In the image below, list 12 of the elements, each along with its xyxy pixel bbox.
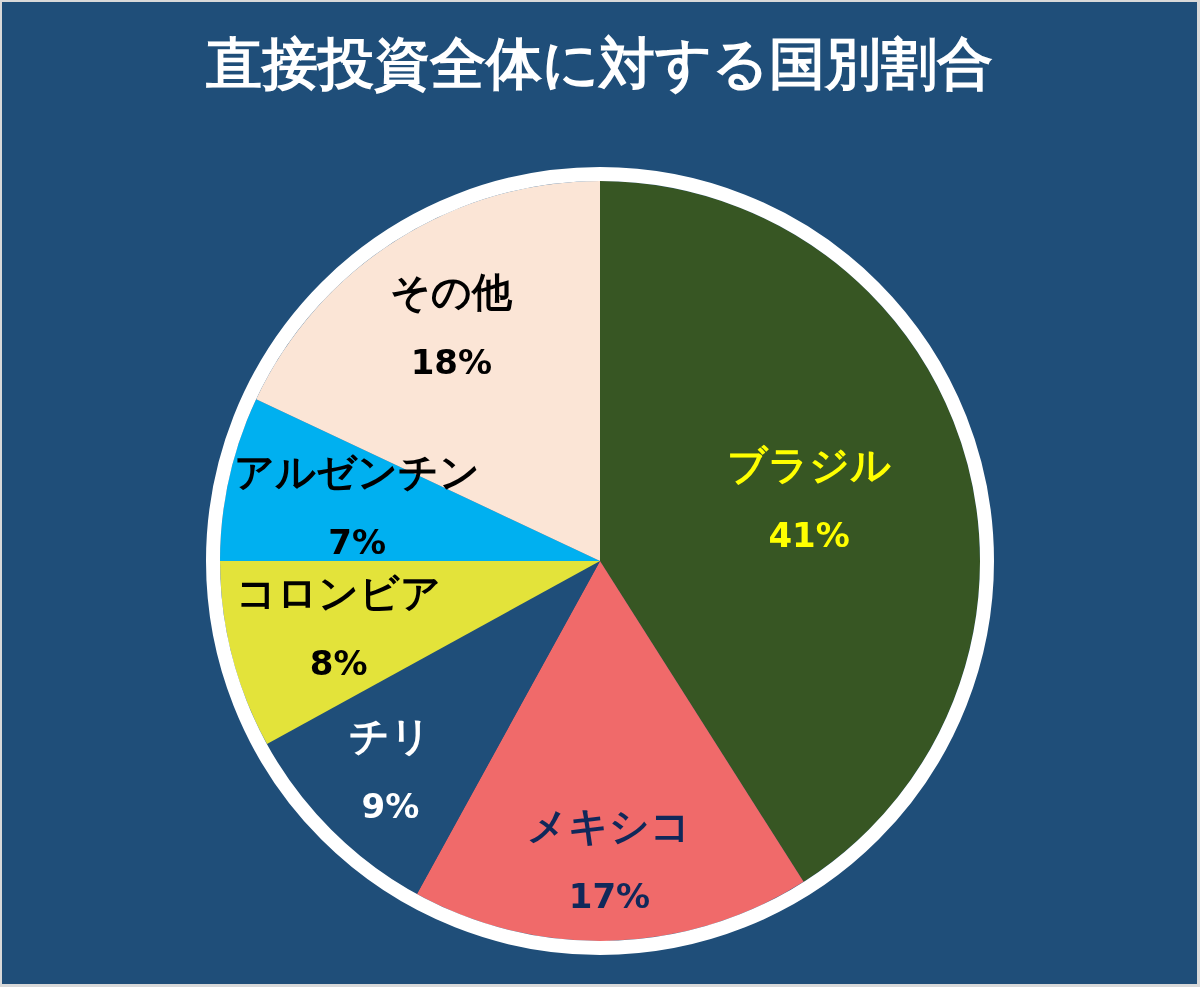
data-label: 17% [568,876,651,917]
data-label: 9% [361,785,420,826]
slice-label: チリ [349,712,432,759]
data-label: 41% [768,515,850,556]
slice-label: メキシコ [527,803,692,850]
slice-label: コロンビア [236,570,442,617]
slice-label: ブラジル [727,442,892,489]
slice-label: その他 [390,268,514,315]
data-label: 7% [328,521,386,562]
data-label: 18% [410,341,493,382]
chart-title: 直接投資全体に対する国別割合 [205,30,993,96]
data-label: 8% [309,643,368,684]
